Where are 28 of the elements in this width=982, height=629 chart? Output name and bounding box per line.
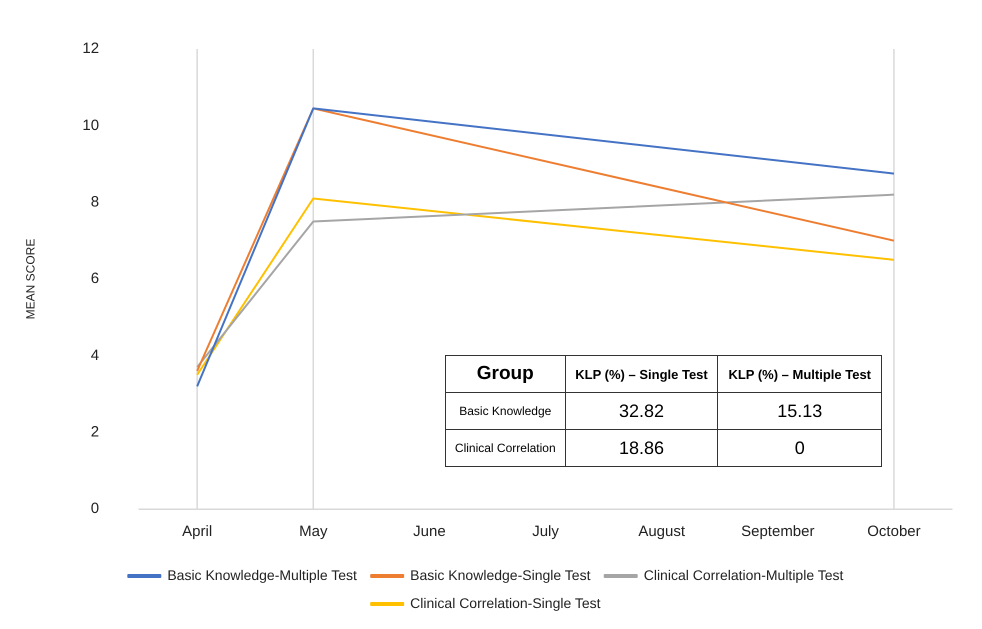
y-tick-label: 2 — [90, 423, 100, 440]
x-tick-label: August — [638, 523, 686, 540]
legend-label: Clinical Correlation-Single Test — [410, 594, 601, 611]
annotation: Clinical Correlation — [446, 430, 566, 466]
x-tick-label: May — [299, 523, 328, 540]
y-tick-label: 12 — [82, 40, 100, 58]
x-tick-label: July — [532, 523, 560, 540]
legend-label: Basic Knowledge-Single Test — [410, 566, 591, 583]
y-tick-label: 10 — [82, 116, 100, 134]
annotation: Basic Knowledge — [446, 392, 566, 430]
annotation: 32.82 — [565, 392, 718, 430]
annotation: 15.13 — [718, 392, 882, 430]
y-tick-label: 4 — [90, 346, 100, 364]
annotation: 0 — [718, 430, 882, 466]
legend-label: Clinical Correlation-Multiple Test — [644, 566, 844, 583]
x-tick-label: October — [867, 523, 921, 540]
x-tick-label: April — [182, 523, 212, 540]
annotation: KLP (%) – Multiple Test — [718, 356, 882, 392]
annotation: Group — [446, 356, 566, 392]
y-tick-label: 8 — [90, 193, 100, 210]
y-tick-label: 0 — [90, 500, 100, 518]
x-tick-label: June — [413, 523, 446, 540]
annotation: 18.86 — [565, 430, 718, 466]
y-axis-title: MEAN SCORE — [24, 238, 38, 320]
x-tick-label: September — [741, 523, 814, 540]
y-tick-label: 6 — [90, 270, 100, 288]
annotation: KLP (%) – Single Test — [565, 356, 718, 392]
legend-label: Basic Knowledge-Multiple Test — [167, 566, 358, 583]
